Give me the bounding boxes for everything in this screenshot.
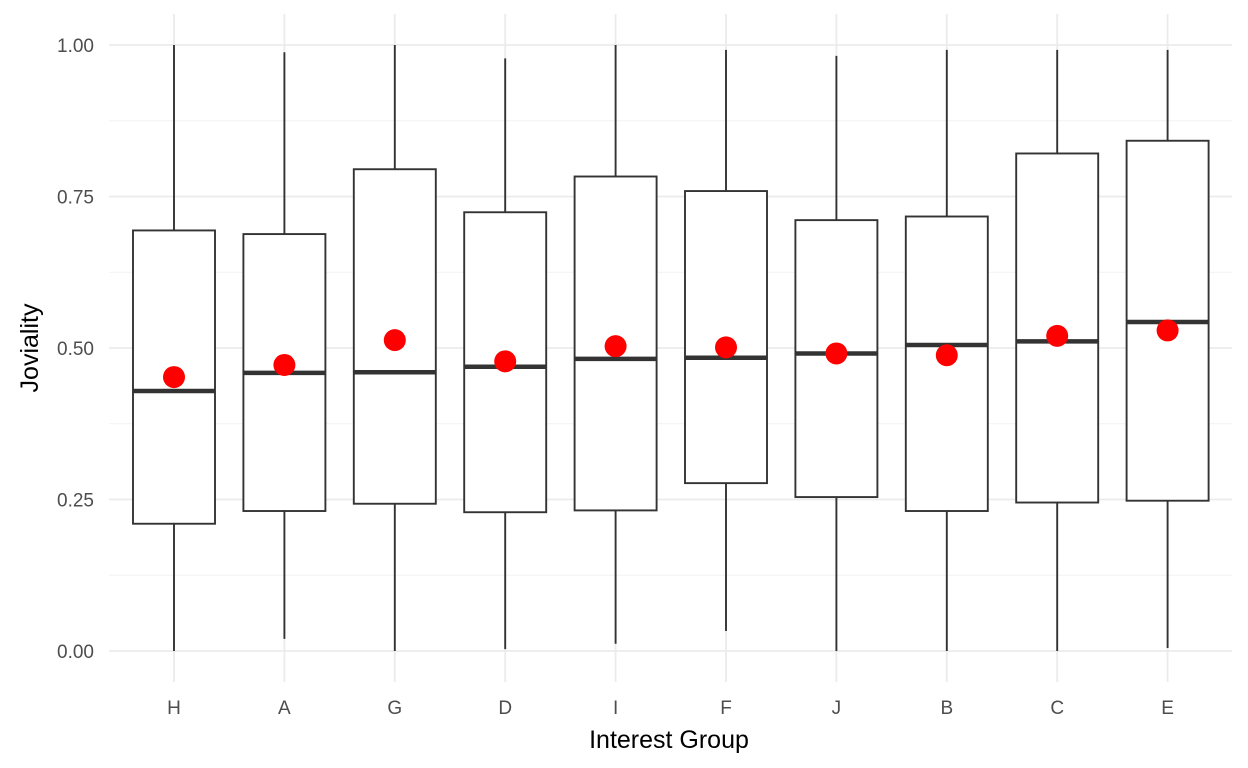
mean-point-C xyxy=(1046,324,1069,347)
box-C xyxy=(1015,49,1100,651)
mean-point-A xyxy=(273,353,296,376)
mean-point-B xyxy=(935,344,958,367)
x-tick-label: I xyxy=(613,698,618,719)
y-axis-title: Joviality xyxy=(16,303,44,392)
box-E xyxy=(1125,49,1210,648)
y-tick-label: 1.00 xyxy=(57,36,94,57)
x-tick-label: J xyxy=(832,698,842,719)
x-tick-label: B xyxy=(940,698,953,719)
mean-point-F xyxy=(715,336,737,359)
box-H xyxy=(132,45,216,651)
mean-markers xyxy=(163,319,1179,389)
x-tick-label: D xyxy=(498,698,512,719)
x-tick-label: A xyxy=(278,698,291,719)
y-tick-label: 0.00 xyxy=(57,642,94,663)
mean-point-H xyxy=(163,366,185,389)
x-tick-label: C xyxy=(1050,698,1064,719)
y-tick-label: 0.75 xyxy=(57,188,94,209)
mean-point-G xyxy=(383,329,406,352)
x-axis-title: Interest Group xyxy=(589,726,749,754)
x-tick-label: H xyxy=(167,698,181,719)
boxes xyxy=(132,45,1210,651)
mean-point-J xyxy=(825,342,848,365)
y-tick-label: 0.25 xyxy=(57,491,94,512)
x-tick-label: G xyxy=(387,698,402,719)
x-tick-label: E xyxy=(1161,698,1174,719)
y-axis-ticks: 0.00 0.25 0.50 0.75 1.00 xyxy=(57,36,94,663)
mean-point-D xyxy=(494,350,517,373)
mean-point-I xyxy=(604,335,627,358)
y-tick-label: 0.50 xyxy=(57,339,94,360)
box-A xyxy=(242,52,327,639)
x-tick-label: F xyxy=(720,698,732,719)
mean-point-E xyxy=(1156,319,1179,342)
